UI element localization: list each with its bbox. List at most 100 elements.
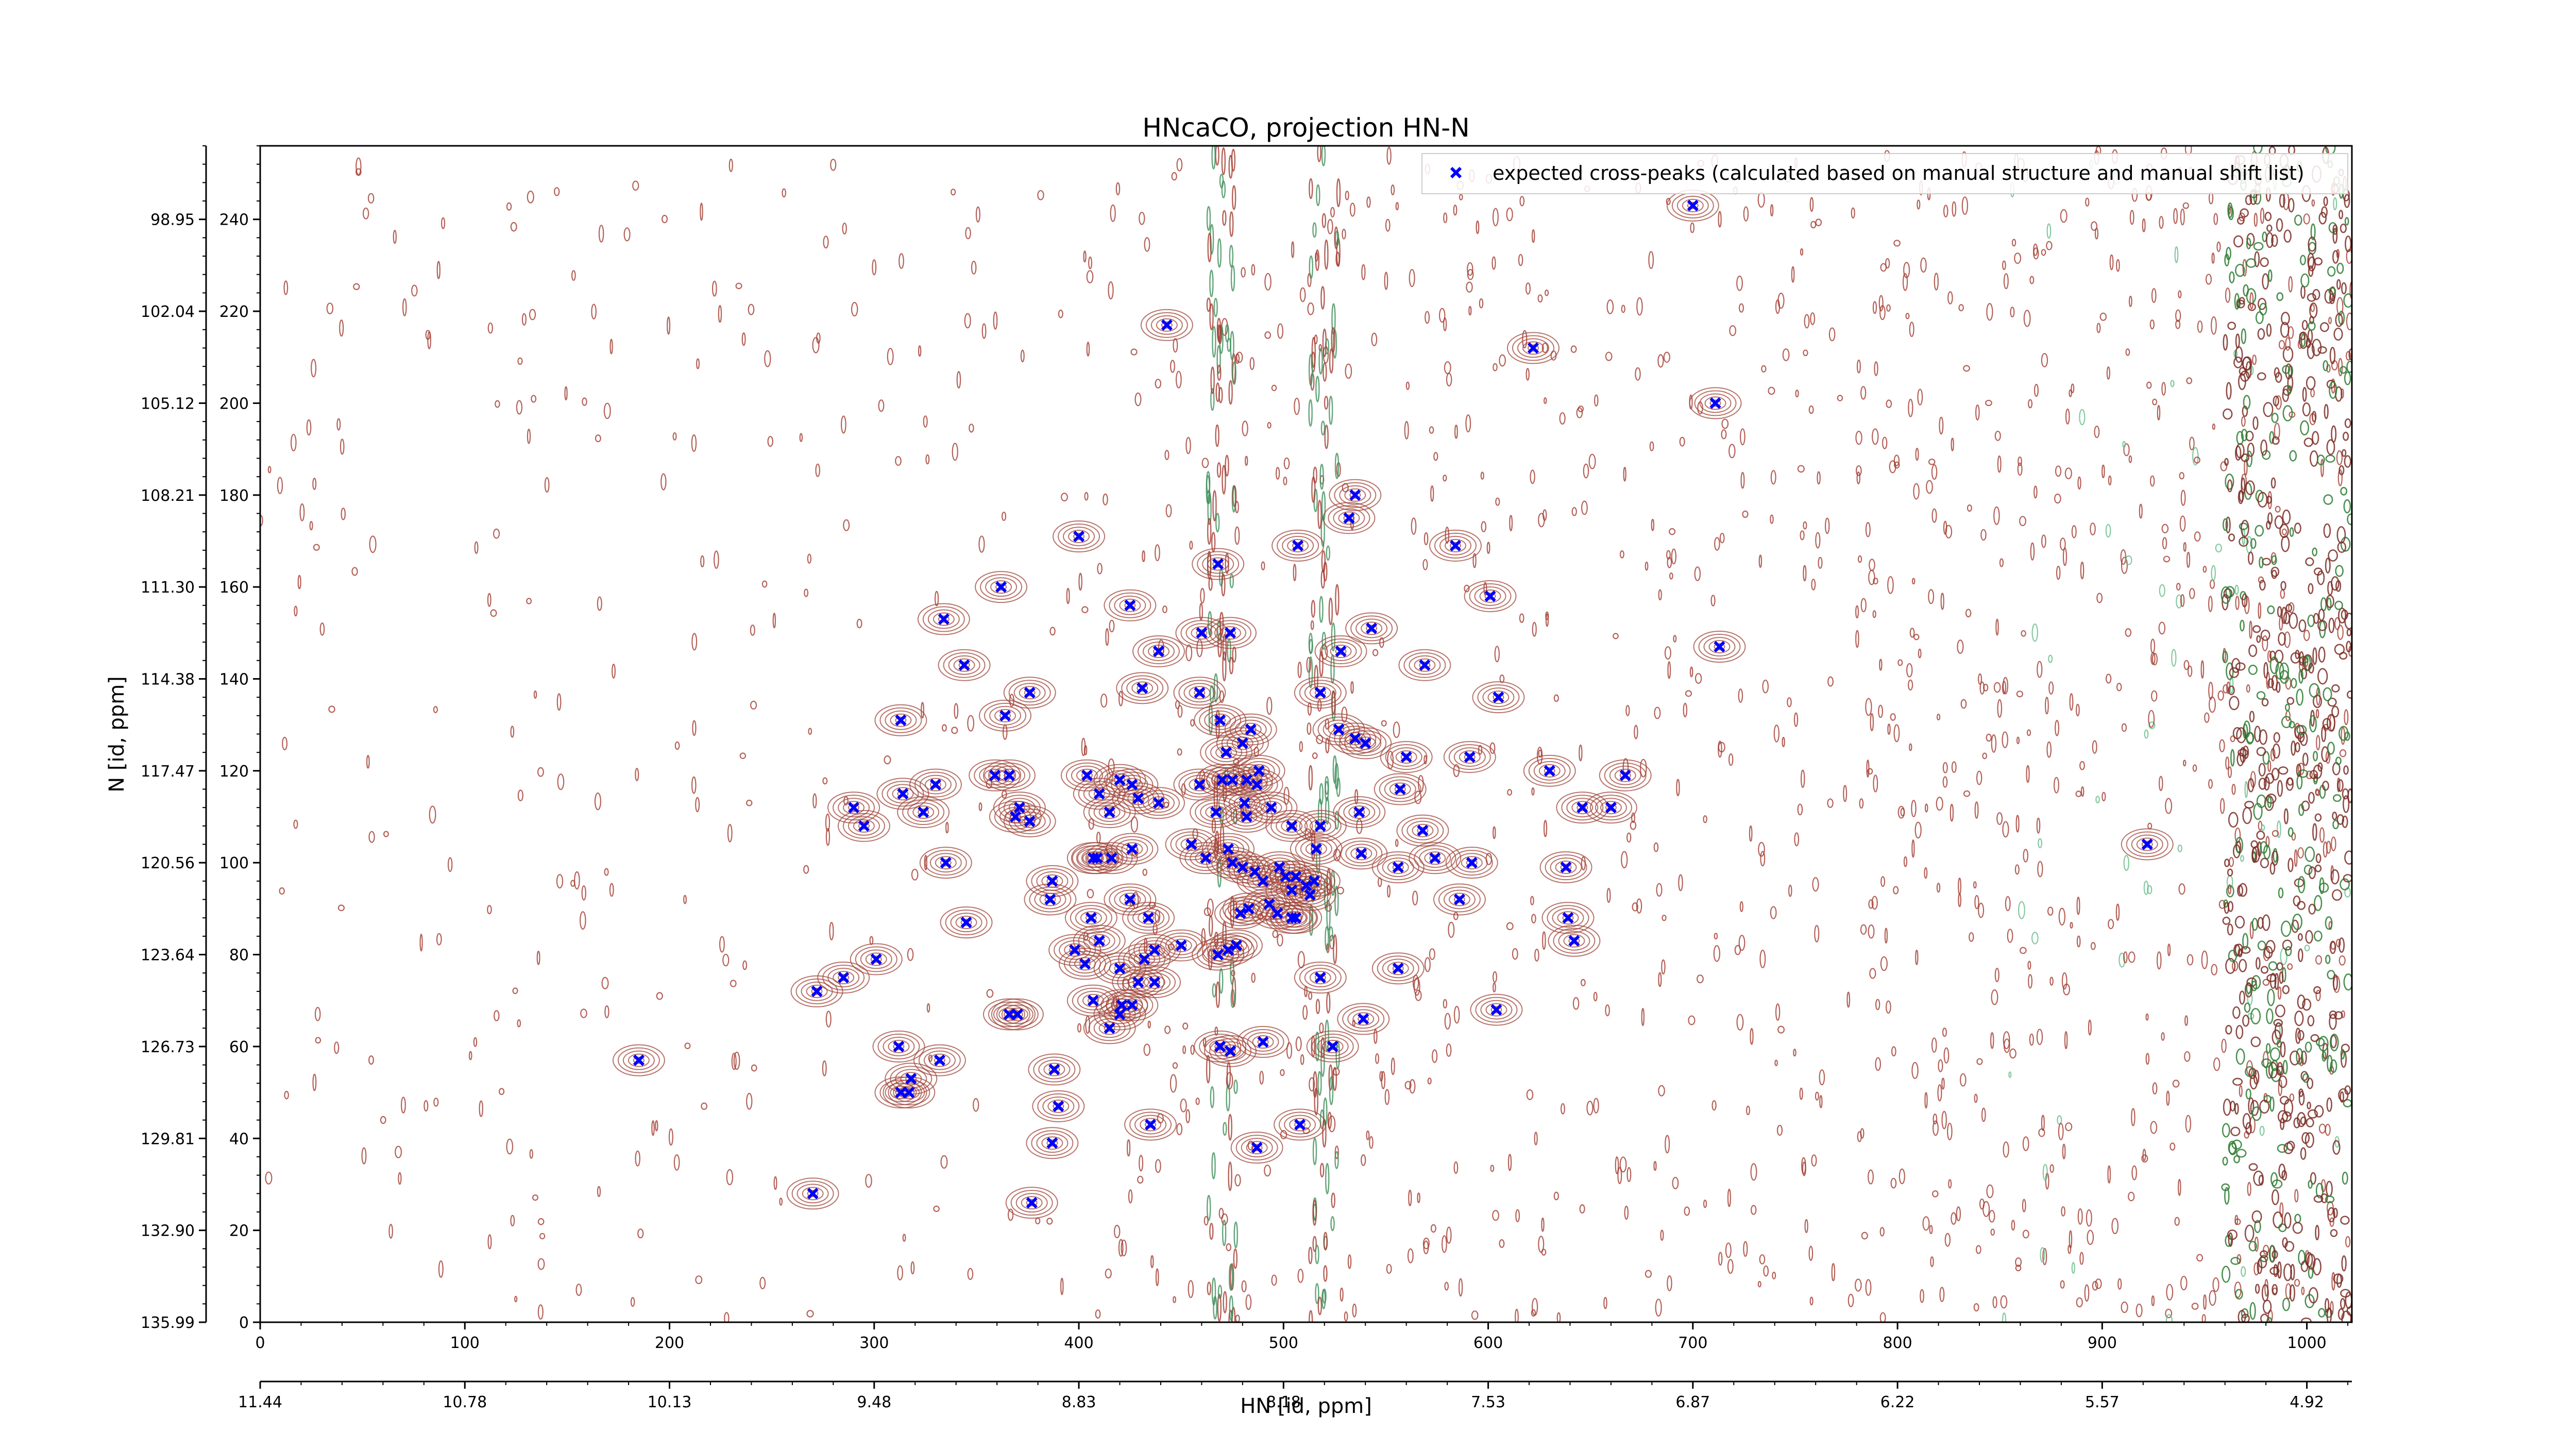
contour-noise — [2023, 849, 2029, 863]
contour-noise — [1976, 770, 1982, 785]
contour-noise — [1924, 1092, 1928, 1109]
contour-noise — [2060, 209, 2067, 223]
peak-contour — [1334, 726, 1377, 752]
contour-noise — [2289, 1284, 2296, 1302]
peak-contour — [1694, 390, 1737, 416]
peak-contour — [1190, 796, 1243, 829]
contour-noise — [1427, 1077, 1432, 1085]
peak-contour — [1109, 592, 1151, 618]
contour-noise — [355, 168, 362, 176]
contour-noise — [748, 304, 755, 315]
contour-noise — [1126, 1139, 1131, 1157]
contour-noise — [2129, 210, 2134, 225]
cross-peak-marker — [838, 972, 850, 984]
contour-noise — [2239, 490, 2244, 502]
cross-peak-marker — [1292, 540, 1304, 551]
contour-noise — [1893, 454, 1900, 466]
contour-noise — [2346, 641, 2352, 653]
cross-peak-marker — [897, 788, 909, 800]
contour-noise — [2248, 1241, 2257, 1252]
peak-contour — [1093, 802, 1126, 822]
cross-peak-marker — [1216, 774, 1228, 786]
contour-noise — [2322, 781, 2329, 791]
contour-noise — [2187, 665, 2193, 677]
contour-noise — [701, 1102, 708, 1110]
contour-noise — [2131, 1108, 2136, 1126]
peak-contour — [2136, 837, 2158, 851]
contour-noise — [1800, 248, 1804, 256]
contour-noise — [2327, 1055, 2333, 1072]
contour-noise — [474, 541, 479, 554]
contour-noise — [1576, 407, 1583, 418]
cross-peak-marker — [1453, 894, 1466, 905]
contour-noise — [2347, 690, 2352, 699]
contour-noise — [1078, 572, 1082, 591]
contour-noise — [700, 203, 703, 221]
contour-noise — [1251, 972, 1256, 983]
peak-contour — [1348, 805, 1370, 819]
contour-ridge — [1219, 968, 1224, 994]
contour-noise — [2281, 606, 2287, 625]
peak-contour — [1140, 1118, 1162, 1132]
contour-noise — [1185, 644, 1193, 662]
contour-noise — [2344, 194, 2350, 208]
peak-contour — [1299, 965, 1342, 991]
contour-noise — [2259, 1125, 2265, 1136]
contour-ridge — [1320, 569, 1325, 589]
peak-contour — [893, 1042, 905, 1050]
contour-noise — [514, 1295, 518, 1303]
contour-noise — [1272, 930, 1278, 938]
contour-noise — [2172, 1080, 2180, 1088]
contour-noise — [2003, 273, 2009, 290]
peak-contour — [1093, 952, 1146, 985]
contour-noise — [1507, 1154, 1512, 1171]
contour-noise — [2236, 431, 2244, 445]
contour-noise — [1922, 1216, 1930, 1231]
contour-noise — [1739, 428, 1745, 446]
peak-contour — [1024, 689, 1036, 697]
contour-noise — [2269, 1267, 2280, 1275]
peak-contour — [1338, 511, 1360, 525]
contour-noise — [2335, 313, 2343, 327]
peak-contour — [1461, 856, 1483, 870]
peak-contour — [1439, 535, 1471, 555]
cross-peak-marker — [1493, 692, 1504, 703]
contour-noise — [1976, 1058, 1983, 1065]
contour-noise — [1837, 395, 1843, 401]
contour-noise — [1443, 475, 1447, 482]
peak-contour — [1071, 842, 1124, 874]
contour-noise — [2086, 1209, 2092, 1227]
cross-peak-marker — [1335, 645, 1347, 658]
contour-noise — [2028, 399, 2033, 409]
peak-contour — [1142, 793, 1175, 813]
contour-noise — [2280, 581, 2286, 591]
peak-contour — [988, 762, 1030, 788]
peak-contour — [890, 713, 912, 727]
contour-noise — [1947, 1122, 1953, 1140]
contour-noise — [2245, 361, 2252, 379]
peak-contour — [1265, 810, 1318, 842]
peak-contour — [897, 796, 950, 829]
peak-contour — [1557, 911, 1579, 925]
contour-noise — [1950, 803, 1954, 822]
contour-noise — [2312, 411, 2317, 423]
contour-noise — [1537, 294, 1543, 302]
contour-noise — [2240, 370, 2250, 382]
contour-noise — [2183, 660, 2190, 670]
contour-ridge — [1316, 843, 1320, 874]
contour-noise — [1943, 205, 1948, 217]
contour-ridge — [1329, 348, 1334, 374]
contour-noise — [2297, 1030, 2304, 1041]
contour-ridge — [1206, 206, 1211, 231]
contour-ridge — [1213, 1296, 1217, 1320]
cross-peak-marker — [1224, 627, 1236, 639]
contour-noise — [2267, 988, 2275, 1006]
peak-contour — [1085, 842, 1138, 874]
peak-contour — [1202, 945, 1234, 965]
contour-noise — [1947, 291, 1953, 305]
peak-contour — [1414, 658, 1436, 672]
contour-noise — [1171, 172, 1177, 181]
contour-noise — [1871, 896, 1878, 910]
contour-noise — [2002, 821, 2009, 838]
contour-noise — [2338, 937, 2345, 953]
